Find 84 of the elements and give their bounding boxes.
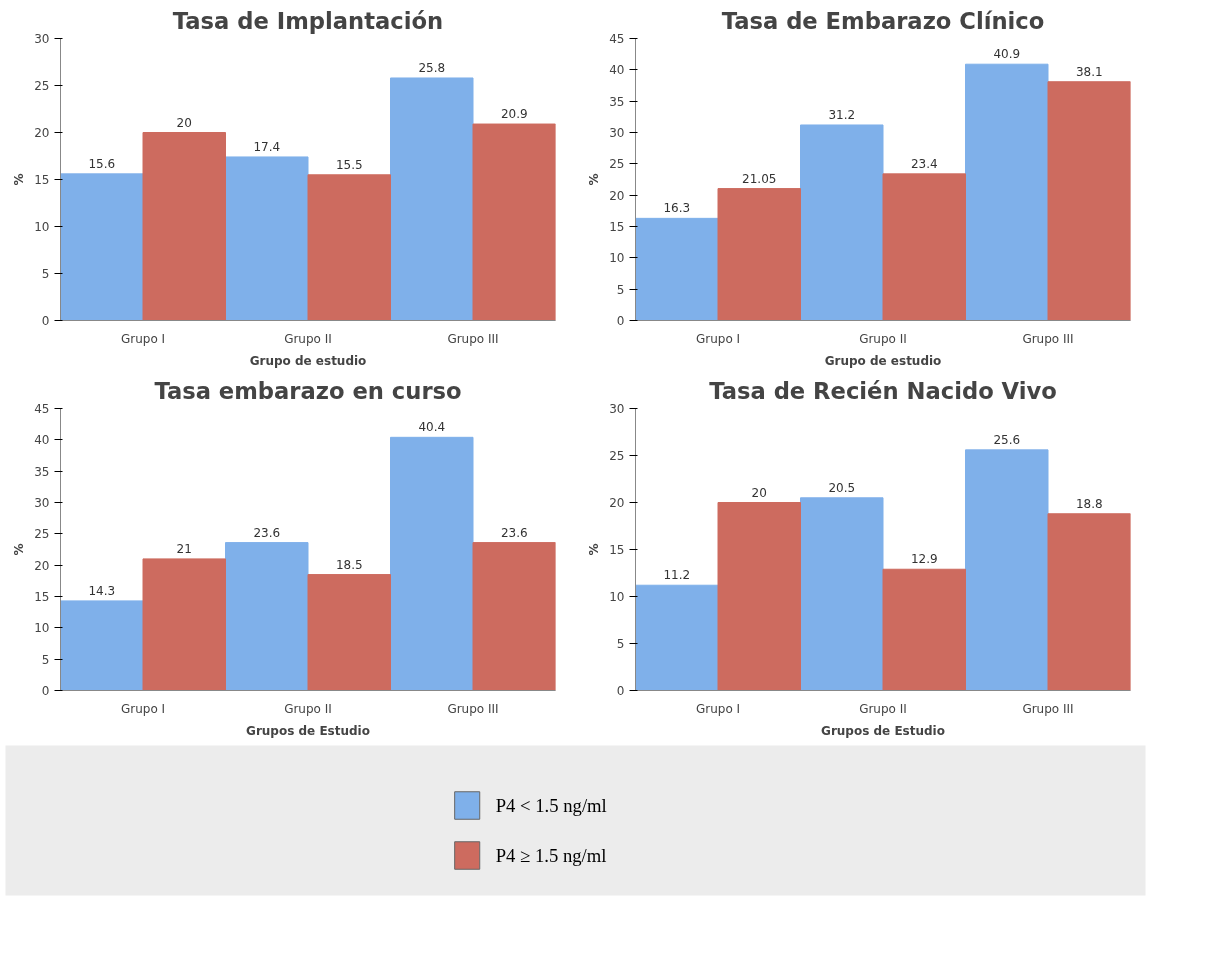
- data-label: 18.5: [335, 557, 363, 572]
- x-tick-label: Grupo II: [859, 331, 907, 346]
- data-label: 14.3: [88, 583, 116, 598]
- x-tick-label: Grupo III: [1022, 331, 1074, 346]
- y-tick-label: 25: [609, 449, 625, 463]
- y-tick-label: 5: [41, 267, 50, 281]
- y-tick-label: 10: [609, 590, 625, 604]
- y-tick-label: 35: [609, 94, 625, 109]
- chart-title: Tasa embarazo en curso: [154, 377, 462, 404]
- y-tick-label: 0: [616, 684, 625, 698]
- data-label: 20: [176, 115, 192, 130]
- y-tick-label: 0: [41, 314, 50, 328]
- x-tick-label: Grupo III: [447, 701, 499, 716]
- data-label: 11.2: [663, 568, 691, 583]
- y-tick-label: 20: [34, 558, 50, 573]
- y-tick-label: 5: [616, 282, 625, 297]
- y-tick-label: 10: [34, 220, 50, 234]
- y-tick-label: 40: [34, 433, 50, 448]
- x-tick-label: Grupo I: [120, 331, 166, 346]
- y-axis-title: %: [587, 173, 602, 186]
- data-label: 18.8: [1075, 496, 1103, 511]
- y-tick-label: 15: [34, 173, 50, 187]
- x-tick-label: Grupo I: [695, 331, 741, 346]
- y-axis-title: %: [12, 173, 27, 186]
- data-label: 38.1: [1075, 64, 1103, 79]
- y-tick-label: 10: [609, 251, 625, 266]
- data-label: 25.6: [993, 432, 1021, 447]
- data-label: 31.2: [828, 107, 856, 122]
- data-label: 15.5: [335, 157, 363, 172]
- y-tick-label: 15: [609, 220, 625, 234]
- x-axis-title: Grupos de Estudio: [821, 723, 945, 738]
- data-label: 25.8: [418, 60, 446, 75]
- data-label: 23.6: [253, 525, 281, 540]
- data-label: 16.3: [663, 201, 691, 216]
- x-axis-title: Grupo de estudio: [249, 353, 367, 368]
- y-tick-label: 20: [609, 188, 625, 203]
- y-tick-label: 20: [609, 496, 625, 510]
- y-tick-label: 25: [34, 79, 50, 93]
- chart-title: Tasa de Embarazo Clínico: [721, 7, 1045, 34]
- x-axis-title: Grupo de estudio: [824, 353, 942, 368]
- x-tick-label: Grupo II: [859, 701, 907, 716]
- y-axis-title: %: [12, 543, 27, 556]
- data-label: 23.6: [500, 525, 528, 540]
- y-tick-label: 5: [616, 637, 625, 651]
- y-tick-label: 30: [609, 126, 625, 140]
- y-tick-label: 30: [34, 32, 50, 46]
- y-tick-label: 25: [609, 157, 625, 172]
- data-label: 21: [176, 541, 192, 556]
- y-tick-label: 35: [34, 464, 50, 479]
- y-tick-label: 25: [34, 527, 50, 542]
- data-label: 20: [751, 485, 767, 500]
- x-tick-label: Grupo I: [120, 701, 166, 716]
- data-label: 20.9: [500, 107, 528, 122]
- data-label: 12.9: [910, 552, 938, 567]
- y-tick-label: 15: [34, 590, 50, 604]
- y-tick-label: 20: [34, 126, 50, 140]
- x-tick-label: Grupo I: [695, 701, 741, 716]
- x-axis-title: Grupos de Estudio: [246, 723, 370, 738]
- y-axis-title: %: [587, 543, 602, 556]
- y-tick-label: 0: [616, 314, 625, 328]
- y-tick-label: 30: [34, 496, 50, 510]
- y-tick-label: 10: [34, 621, 50, 636]
- data-label: 40.9: [993, 47, 1021, 62]
- data-label: 20.5: [828, 480, 856, 495]
- legend-label: P4 < 1.5 ng/ml: [495, 795, 607, 816]
- y-tick-label: 30: [609, 402, 625, 416]
- x-tick-label: Grupo III: [447, 331, 499, 346]
- data-label: 21.05: [742, 171, 777, 186]
- data-label: 15.6: [88, 156, 116, 171]
- chart-title: Tasa de Implantación: [172, 7, 444, 34]
- y-tick-label: 40: [609, 63, 625, 78]
- y-tick-label: 0: [41, 684, 50, 698]
- data-label: 23.4: [910, 156, 938, 171]
- data-label: 40.4: [418, 420, 446, 435]
- legend-label: P4 ≥ 1.5 ng/ml: [495, 845, 607, 866]
- x-tick-label: Grupo III: [1022, 701, 1074, 716]
- x-tick-label: Grupo II: [284, 701, 332, 716]
- y-tick-label: 5: [41, 652, 50, 667]
- chart-title: Tasa de Recién Nacido Vivo: [709, 377, 1057, 404]
- data-label: 17.4: [253, 139, 281, 154]
- y-tick-label: 45: [34, 402, 50, 416]
- y-tick-label: 45: [609, 32, 625, 46]
- x-tick-label: Grupo II: [284, 331, 332, 346]
- y-tick-label: 15: [609, 543, 625, 557]
